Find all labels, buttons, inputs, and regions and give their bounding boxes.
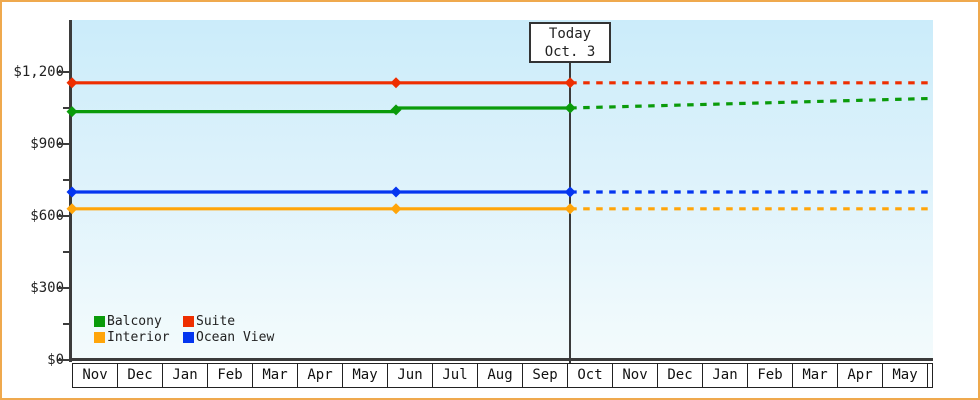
legend-swatch-balcony: [94, 316, 105, 327]
legend-item-balcony: Balcony: [94, 314, 183, 329]
month-axis: Nov Dec Jan Feb Mar Apr May Jun Jul Aug Sep Oct Nov D…: [72, 363, 933, 388]
legend-item-suite: Suite: [183, 314, 274, 329]
month-cell: Mar: [253, 364, 298, 387]
legend-swatch-interior: [94, 332, 105, 343]
y-minor-tick: [63, 107, 69, 109]
y-tick-label: $0: [47, 352, 64, 368]
month-cell: Dec: [658, 364, 703, 387]
legend-item-interior: Interior: [94, 330, 183, 345]
y-axis-line: [69, 20, 72, 362]
month-cell: Apr: [838, 364, 883, 387]
y-tick-label: $600: [30, 208, 64, 224]
legend: Balcony Suite Interior Ocean View: [94, 314, 274, 345]
x-axis-line: [69, 358, 933, 361]
y-minor-tick: [63, 323, 69, 325]
month-cell: Nov: [613, 364, 658, 387]
legend-swatch-suite: [183, 316, 194, 327]
plot-area: [72, 20, 933, 360]
month-cell: Jun: [388, 364, 433, 387]
legend-swatch-ocean-view: [183, 332, 194, 343]
legend-label-balcony: Balcony: [107, 314, 162, 329]
month-cell: Apr: [298, 364, 343, 387]
today-label: Today: [548, 26, 592, 42]
y-minor-tick: [63, 251, 69, 253]
month-cell: Aug: [478, 364, 523, 387]
y-tick-label: $300: [30, 280, 64, 296]
legend-label-suite: Suite: [196, 314, 236, 329]
month-cell: Nov: [73, 364, 118, 387]
today-marker-box: Today Oct. 3: [529, 22, 611, 63]
month-cell: Mar: [793, 364, 838, 387]
month-cell: Oct: [568, 364, 613, 387]
legend-item-ocean-view: Ocean View: [183, 330, 274, 345]
y-major-tick: [58, 71, 69, 73]
y-major-tick: [58, 287, 69, 289]
today-date: Oct. 3: [544, 44, 596, 60]
today-line: [569, 63, 571, 388]
y-major-tick: [58, 143, 69, 145]
y-tick-label: $900: [30, 136, 64, 152]
month-cell: Feb: [748, 364, 793, 387]
y-tick-label: $1,200: [13, 64, 64, 80]
month-cell: Feb: [208, 364, 253, 387]
month-cell: Sep: [523, 364, 568, 387]
month-cell: Jul: [433, 364, 478, 387]
legend-label-interior: Interior: [107, 330, 170, 345]
legend-label-ocean-view: Ocean View: [196, 330, 275, 345]
month-cell-partial: [928, 364, 932, 387]
y-major-tick: [58, 359, 69, 361]
month-cell: May: [343, 364, 388, 387]
month-cell: Dec: [118, 364, 163, 387]
y-major-tick: [58, 215, 69, 217]
month-cell: May: [883, 364, 928, 387]
month-cell: Jan: [703, 364, 748, 387]
month-cell: Jan: [163, 364, 208, 387]
y-minor-tick: [63, 179, 69, 181]
